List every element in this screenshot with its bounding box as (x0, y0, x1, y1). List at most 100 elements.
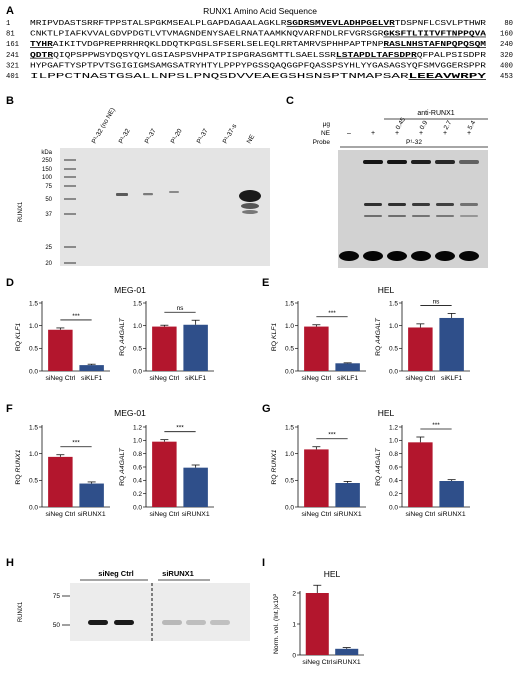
sequence-start-number: 1 (6, 20, 10, 28)
sequence-start-number: 321 (6, 62, 19, 70)
protein-band (186, 620, 206, 625)
sequence-line: HYPGAFTYSPTPVTSGIGIGMSAMGSATRYHTYLPPPYPG… (30, 62, 487, 70)
lane-label: P¹-37-s (222, 122, 239, 145)
y-tick-label: 0.5 (285, 346, 294, 353)
y-tick-label: 0.5 (285, 478, 294, 485)
sequence-segment: QIQPSPPWSYDQSYQYLGSIASPSVHPATPISPGRASGMT… (53, 52, 337, 60)
panel-f-letter: F (6, 403, 13, 415)
ladder-band (64, 159, 76, 161)
y-axis-label-prefix: RQ (15, 339, 22, 351)
sequence-line: MRIPVDASTSRRFTPPSTALSPGKMSEALPLGAPDAGAAL… (30, 20, 487, 28)
y-tick-label: 0.4 (389, 478, 398, 485)
ladder-band (64, 213, 76, 215)
significance-label: ns (433, 298, 441, 305)
blot-b-kda-label: kDa (41, 150, 52, 156)
y-axis-label: RQ KLF1 (15, 323, 22, 352)
y-axis-label: RQ A4GALT (119, 447, 126, 486)
western-blot-h: siNeg Ctrl siRUNX1 RUNX1 75 50 (18, 569, 250, 641)
protein-band (210, 620, 230, 625)
sequence-end-number: 400 (500, 62, 513, 70)
ladder-band (64, 176, 76, 178)
y-tick-label: 1.0 (29, 323, 38, 330)
y-tick-label: 0.0 (285, 368, 294, 375)
ladder-label: 50 (53, 622, 61, 629)
lane-label: P¹-20 (170, 127, 184, 145)
y-tick-label: 0.5 (133, 346, 142, 353)
panel-d-letter: D (6, 277, 14, 289)
x-tick-label: siNeg Ctrl (45, 375, 75, 382)
probe-row-label: Probe (313, 139, 331, 146)
bar (335, 648, 359, 655)
x-tick-label: siNeg Ctrl (302, 659, 332, 666)
ladder-band (64, 262, 76, 264)
protein-band (143, 193, 153, 196)
panel-h-letter: H (6, 557, 14, 569)
y-tick-label: 0.0 (133, 368, 142, 375)
y-axis-label: RQ A4GALT (375, 447, 382, 486)
x-tick-label: siRUNX1 (78, 511, 106, 518)
sequence-end-number: 160 (500, 31, 513, 39)
chart-title: HEL (324, 569, 341, 579)
x-tick-label: siRUNX1 (438, 511, 466, 518)
ladder-label: 100 (42, 175, 53, 181)
y-tick-label: 1.5 (29, 424, 38, 431)
shifted-band (364, 215, 382, 217)
bar (152, 326, 177, 371)
sequence-end-number: 80 (504, 20, 513, 28)
chart-title: HEL (378, 285, 395, 295)
chart-title: MEG-01 (114, 408, 146, 418)
y-tick-label: 1.0 (389, 438, 398, 445)
bar (79, 365, 104, 371)
bar (183, 324, 208, 371)
blot-b-membrane (60, 148, 270, 266)
y-tick-label: 0.8 (133, 451, 142, 458)
sequence-end-number: 240 (500, 41, 513, 49)
sequence-start-number: 161 (6, 41, 19, 49)
sequence-end-number: 453 (500, 73, 513, 81)
ladder-label: 250 (42, 158, 53, 164)
y-tick-label: 0.4 (133, 478, 142, 485)
bar (48, 329, 73, 371)
bar (335, 483, 360, 507)
shifted-band (412, 203, 430, 206)
western-blot-b: kDa RUNX1 250 150 100 75 50 37 25 20 P¹-32 (no N… (18, 107, 270, 267)
bar (304, 449, 329, 507)
shifted-band (460, 215, 478, 217)
y-tick-label: 0.5 (29, 478, 38, 485)
shifted-band (435, 160, 455, 164)
free-probe-band (387, 251, 407, 261)
y-tick-label: 0.5 (389, 346, 398, 353)
y-tick-label: 0.0 (133, 504, 142, 511)
free-probe-band (339, 251, 359, 261)
y-tick-label: 0.2 (389, 491, 398, 498)
significance-label: *** (328, 432, 336, 439)
x-tick-label: siKLF1 (337, 375, 358, 382)
ug-value: 0.45 (395, 116, 408, 131)
bar (305, 593, 329, 655)
ne-value: + (467, 130, 471, 137)
y-tick-label: 1.0 (285, 323, 294, 330)
y-tick-label: 1.0 (133, 323, 142, 330)
significance-label: *** (176, 425, 184, 432)
lane-label: P¹-37 (144, 127, 158, 145)
shifted-band (364, 203, 382, 206)
sequence-start-number: 81 (6, 31, 15, 39)
y-axis-label: RQ RUNX1 (271, 449, 278, 484)
sequence-segment: TDSPNFLCSVLPTHWR (395, 20, 487, 28)
sequence-segment: AIKITVDGPREPRRHRQKLDDQTKPGSLSFSERLSELEQL… (53, 41, 384, 49)
x-tick-label: siNeg Ctrl (45, 511, 75, 518)
significance-label: *** (328, 310, 336, 317)
ladder-label: 25 (45, 245, 52, 251)
ladder-label: 150 (42, 167, 53, 173)
panel-e-letter: E (262, 277, 269, 289)
y-tick-label: 0.8 (389, 451, 398, 458)
chart-title: HEL (378, 408, 395, 418)
probe-value: P¹-32 (406, 139, 422, 146)
y-tick-label: 0 (292, 652, 296, 659)
y-tick-label: 0.6 (133, 464, 142, 471)
y-tick-label: 0.0 (29, 368, 38, 375)
y-tick-label: 1.5 (389, 300, 398, 307)
ne-row-label: NE (321, 130, 331, 137)
bar (335, 363, 360, 371)
